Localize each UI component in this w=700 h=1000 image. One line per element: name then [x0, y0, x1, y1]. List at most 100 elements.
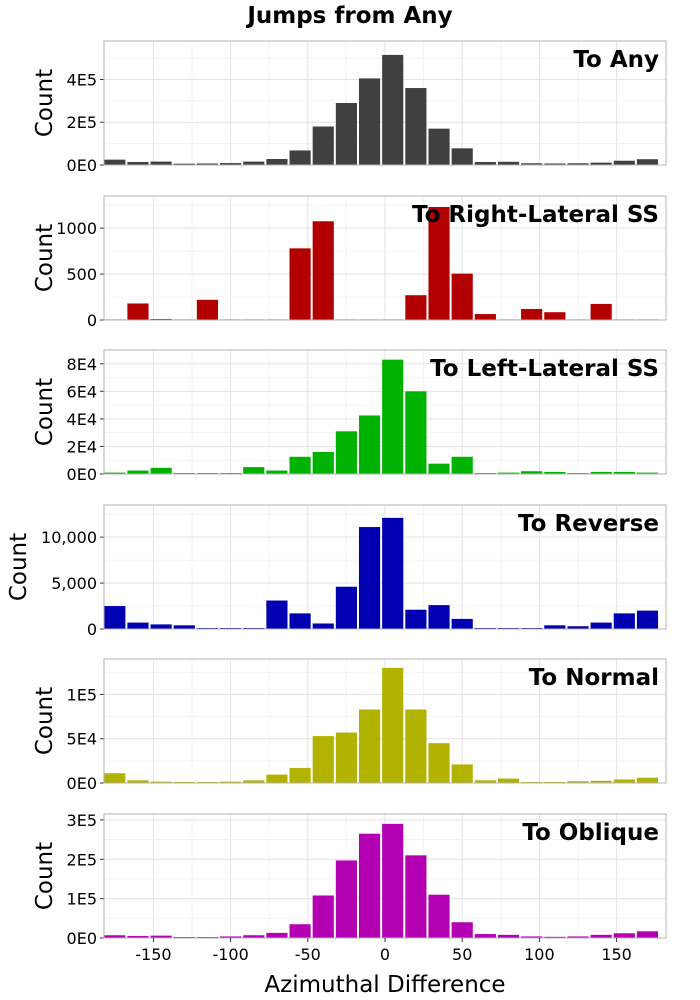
- bar: [150, 161, 172, 165]
- x-tick-label: -100: [212, 945, 248, 964]
- x-tick-label: -50: [295, 945, 321, 964]
- bar: [312, 895, 334, 938]
- bar: [127, 622, 149, 629]
- bar: [104, 606, 126, 629]
- bar: [196, 299, 219, 320]
- bar: [289, 767, 311, 783]
- bar: [150, 781, 172, 783]
- y-axis-label: Count: [6, 533, 32, 601]
- bar: [497, 472, 520, 474]
- bar: [150, 467, 172, 474]
- bar: [474, 780, 496, 783]
- bar: [521, 163, 543, 165]
- bar: [150, 624, 172, 629]
- bar: [544, 625, 566, 629]
- bar: [104, 472, 126, 474]
- bar: [358, 833, 381, 938]
- panel-frame: [103, 195, 667, 321]
- panel-0: 0E0 2E5 4E5 To Any Count: [32, 40, 667, 175]
- bar: [358, 78, 381, 165]
- bar: [266, 600, 288, 629]
- bar: [312, 221, 334, 320]
- bar: [428, 743, 450, 783]
- bar: [497, 934, 520, 938]
- panel-frame: [103, 349, 667, 475]
- y-tick-label: 0E0: [67, 929, 97, 948]
- bar: [382, 359, 404, 474]
- bar: [521, 471, 543, 474]
- panel-label: To Any: [573, 47, 659, 73]
- bar: [567, 936, 589, 938]
- bar: [636, 777, 659, 783]
- bar: [196, 163, 219, 165]
- y-tick-label: 1E5: [67, 685, 97, 704]
- bar: [382, 54, 404, 165]
- bar: [405, 88, 427, 165]
- y-tick-label: 1000: [56, 219, 97, 238]
- bar: [289, 248, 311, 320]
- bar: [451, 618, 473, 629]
- y-tick-label: 4E5: [67, 70, 97, 89]
- bar: [289, 924, 311, 938]
- bar: [405, 609, 427, 629]
- bar: [382, 823, 404, 938]
- bar: [636, 159, 659, 165]
- y-tick-label: 2E5: [67, 850, 97, 869]
- bar: [358, 709, 381, 783]
- bar: [590, 622, 612, 629]
- bar: [636, 931, 659, 938]
- y-tick-label: 6E4: [67, 382, 97, 401]
- panel-label: To Left-Lateral SS: [430, 356, 659, 382]
- bar: [544, 163, 566, 165]
- bar: [382, 667, 404, 783]
- x-tick-label: -150: [135, 945, 171, 964]
- bar: [150, 935, 172, 938]
- y-axis-label: Count: [32, 69, 58, 137]
- y-tick-label: 0: [87, 311, 97, 330]
- bar: [451, 456, 473, 474]
- bar: [405, 391, 427, 474]
- bar: [521, 308, 543, 320]
- bar: [127, 303, 149, 320]
- panel-label: To Reverse: [518, 511, 659, 537]
- bar: [289, 150, 311, 165]
- panel-3: 0 5,000 10,000 To Reverse Count: [6, 504, 667, 639]
- bar: [289, 613, 311, 629]
- bar: [335, 586, 357, 629]
- bar: [335, 431, 357, 474]
- bar: [613, 933, 635, 938]
- bar: [497, 778, 520, 783]
- y-tick-label: 0E0: [67, 774, 97, 793]
- bar: [590, 471, 612, 474]
- bar: [289, 456, 311, 474]
- bar: [266, 774, 288, 783]
- bar: [451, 273, 473, 320]
- panel-1: 0 500 1000 To Right-Lateral SS Count: [32, 195, 667, 330]
- bar: [243, 935, 265, 938]
- panel-4: 0E0 5E4 1E5 To Normal Count: [32, 658, 667, 793]
- y-tick-label: 500: [66, 265, 97, 284]
- y-tick-label: 2E4: [67, 437, 97, 456]
- bar: [312, 623, 334, 629]
- x-axis-label: Azimuthal Difference: [264, 972, 505, 998]
- panels-group: 0E0 2E5 4E5 To Any Count 0 500 1000 To Right-Lat…: [6, 40, 667, 948]
- bar: [521, 936, 543, 938]
- bar: [104, 935, 126, 938]
- bar: [567, 781, 589, 783]
- bar: [451, 922, 473, 938]
- y-axis-label: Count: [32, 224, 58, 292]
- y-tick-label: 3E5: [67, 811, 97, 830]
- bar: [636, 610, 659, 629]
- bar: [451, 764, 473, 783]
- bar: [428, 894, 450, 938]
- bar: [312, 736, 334, 783]
- panel-frame: [103, 658, 667, 784]
- bar: [220, 781, 242, 783]
- bar: [636, 472, 659, 474]
- bar: [358, 415, 381, 474]
- panel-5: 0E0 1E5 2E5 3E5 To Oblique Count: [32, 811, 667, 948]
- bar: [127, 470, 149, 474]
- bar: [127, 780, 149, 783]
- bar: [104, 773, 126, 783]
- bar: [127, 936, 149, 938]
